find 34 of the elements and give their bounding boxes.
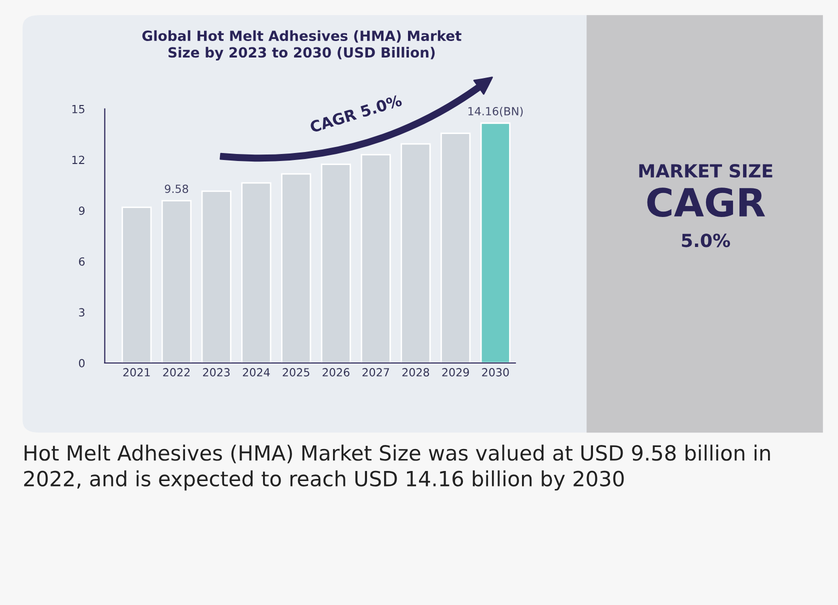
data-label: 9.58	[164, 184, 188, 194]
y-tick-label: 3	[79, 308, 84, 317]
text: 5.0%	[682, 234, 730, 248]
x-tick-label: 2023	[203, 368, 230, 376]
bar	[241, 182, 272, 363]
text: Hot Melt Adhesives (HMA) Market Size was valued at USD 9.58 billion in 2022, and is expected to reach USD 14.16 billion by 2030	[24, 444, 770, 491]
bar	[480, 122, 510, 363]
bar	[122, 206, 152, 363]
x-tick-label: 2029	[442, 368, 469, 376]
x-tick-label: 2025	[282, 368, 310, 376]
y-tick-label: 9	[78, 206, 85, 215]
bar	[360, 154, 391, 363]
y-tick-label: 0	[78, 358, 85, 368]
x-tick-label: 2027	[362, 368, 390, 376]
annotation: CAGR 5.0%	[309, 94, 402, 133]
x-tick-label: 2022	[163, 368, 190, 376]
chart-title: Global Hot Melt Adhesives (HMA) Market Size by 2023 to 2030 (USD Billion)	[142, 30, 462, 60]
x-tick-label: 2021	[123, 368, 150, 376]
bar	[320, 164, 352, 363]
y-tick-label: 6	[79, 257, 85, 266]
text: MARKET SIZE	[639, 164, 772, 178]
bar	[440, 132, 471, 363]
text: CAGR	[647, 188, 766, 217]
x-tick-label: 2030	[482, 368, 509, 376]
bar	[281, 173, 312, 363]
x-tick-label: 2028	[402, 368, 430, 376]
bar	[161, 200, 192, 363]
bar	[201, 190, 232, 363]
x-tick-label: 2024	[242, 368, 270, 376]
data-label: 14.16(BN)	[468, 106, 523, 117]
bar	[400, 143, 431, 363]
x-tick-label: 2026	[322, 368, 350, 376]
y-tick-label: 12	[72, 156, 84, 164]
y-tick-label: 15	[72, 105, 84, 114]
